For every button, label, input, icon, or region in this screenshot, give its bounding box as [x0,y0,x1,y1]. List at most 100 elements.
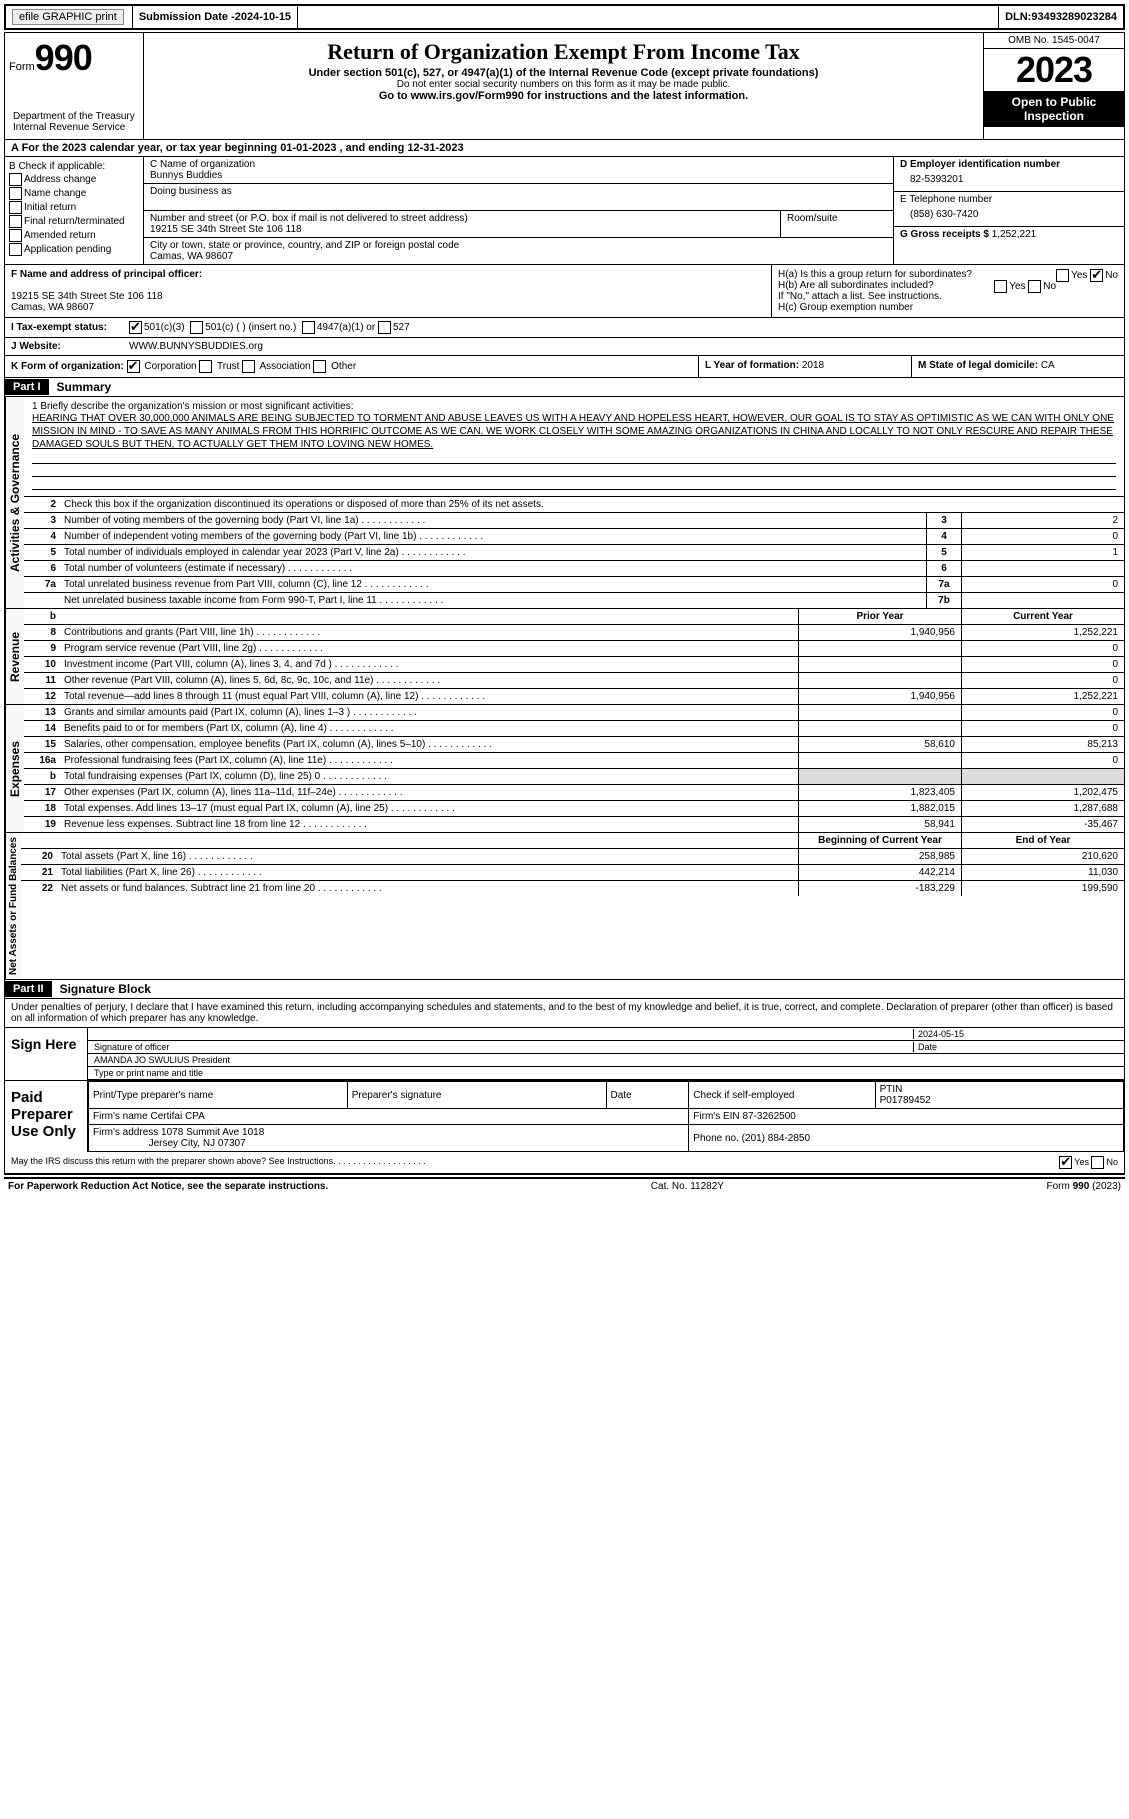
current: -35,467 [961,817,1124,832]
l7b-val [961,593,1124,608]
desc: Other revenue (Part VIII, column (A), li… [60,673,798,688]
ha-no[interactable]: No [1105,270,1118,281]
k-trust: Trust [217,361,239,372]
line-4: 4Number of independent voting members of… [24,529,1124,545]
l5-box: 5 [926,545,961,560]
form-subtitle: Under section 501(c), 527, or 4947(a)(1)… [152,67,975,79]
part2-title: Signature Block [52,980,159,998]
street-lbl: Number and street (or P.O. box if mail i… [150,213,774,224]
prior: 1,940,956 [798,625,961,640]
row-l: L Year of formation: 2018 [699,356,912,377]
firm-phone-val: (201) 884-2850 [742,1133,810,1144]
firm-ein-val: 87-3262500 [742,1111,795,1122]
sig-officer-lbl: Signature of officer [94,1042,913,1052]
ptin-lbl: PTIN [880,1084,903,1095]
prep-right: Print/Type preparer's name Preparer's si… [88,1081,1124,1152]
desc: Grants and similar amounts paid (Part IX… [60,705,798,720]
exp-block: Expenses 13Grants and similar amounts pa… [4,705,1125,833]
footer-mid: Cat. No. 11282Y [651,1181,724,1192]
discuss-no-check[interactable] [1091,1156,1104,1169]
opt-initial-return[interactable]: Initial return [9,201,139,214]
sign-right: 2024-05-15 Signature of officer Date AMA… [88,1028,1124,1080]
line-b: bTotal fundraising expenses (Part IX, co… [24,769,1124,785]
row-j: J Website: WWW.BUNNYSBUDDIES.org [4,338,1125,356]
opt-address-change[interactable]: Address change [9,173,139,186]
line-2: 2 Check this box if the organization dis… [24,497,1124,513]
current: 199,590 [961,881,1124,896]
opt-name-change[interactable]: Name change [9,187,139,200]
discuss-text: May the IRS discuss this return with the… [11,1156,1059,1169]
k-other-check[interactable] [313,360,326,373]
mission-text: HEARING THAT OVER 30,000,000 ANIMALS ARE… [32,412,1116,451]
k-trust-check[interactable] [199,360,212,373]
line-7a: 7aTotal unrelated business revenue from … [24,577,1124,593]
i-lbl: I Tax-exempt status: [11,322,121,333]
exp-vlabel: Expenses [5,705,24,832]
line-19: 19Revenue less expenses. Subtract line 1… [24,817,1124,832]
prior: 58,941 [798,817,961,832]
l7a-val: 0 [961,577,1124,592]
f-addr2: Camas, WA 98607 [11,302,94,313]
sig-date: 2024-05-15 [913,1029,1118,1039]
opt-amended[interactable]: Amended return [9,229,139,242]
desc: Total fundraising expenses (Part IX, col… [60,769,798,784]
part2-header: Part II Signature Block [4,980,1125,999]
col-f: F Name and address of principal officer:… [5,265,772,317]
prior [798,753,961,768]
i-501c-check[interactable] [190,321,203,334]
current: 1,252,221 [961,625,1124,640]
k-other: Other [331,361,356,372]
omb-number: OMB No. 1545-0047 [984,33,1124,49]
sign-here: Sign Here [5,1028,88,1080]
city-box: City or town, state or province, country… [144,238,893,264]
discuss-no: No [1106,1157,1118,1167]
opt-app-pending[interactable]: Application pending [9,243,139,256]
i-501c: 501(c) ( ) (insert no.) [205,322,296,333]
dln-label: DLN: [1005,11,1031,23]
discuss-yes-check[interactable] [1059,1156,1072,1169]
city-val: Camas, WA 98607 [150,251,887,262]
opt-final-return[interactable]: Final return/terminated [9,215,139,228]
i-4947: 4947(a)(1) or [317,322,375,333]
gross-box: G Gross receipts $ 1,252,221 [894,227,1124,242]
hc-row: H(c) Group exemption number [778,302,1118,313]
k-lbl: K Form of organization: [11,361,124,372]
col-d: D Employer identification number 82-5393… [893,157,1124,264]
line-14: 14Benefits paid to or for members (Part … [24,721,1124,737]
row-k: K Form of organization: Corporation Trus… [5,356,699,377]
hb-no[interactable]: No [1043,281,1056,292]
efile-graphic[interactable]: efile GRAPHIC print [12,9,124,25]
desc: Net assets or fund balances. Subtract li… [57,881,798,896]
desc: Total revenue—add lines 8 through 11 (mu… [60,689,798,704]
i-501c3-check[interactable] [129,321,142,334]
current: 0 [961,753,1124,768]
sig-date-lbl: Date [913,1042,1118,1052]
m-val: CA [1041,360,1055,371]
l4-val: 0 [961,529,1124,544]
l4-box: 4 [926,529,961,544]
prior: 1,882,015 [798,801,961,816]
i-527-check[interactable] [378,321,391,334]
line-15: 15Salaries, other compensation, employee… [24,737,1124,753]
org-name: Bunnys Buddies [150,170,887,181]
goto-text: Go to www.irs.gov/Form990 for instructio… [379,90,748,102]
line-17: 17Other expenses (Part IX, column (A), l… [24,785,1124,801]
dln-cell: DLN: 93493289023284 [999,6,1123,28]
gross-val: 1,252,221 [992,229,1037,240]
net-hdr: Beginning of Current Year End of Year [21,833,1124,849]
dept-treasury: Department of the Treasury Internal Reve… [9,109,139,135]
desc: Program service revenue (Part VIII, line… [60,641,798,656]
l3-desc: Number of voting members of the governin… [60,513,926,528]
ein-box: D Employer identification number 82-5393… [894,157,1124,192]
ha-yes[interactable]: Yes [1071,270,1087,281]
current: 0 [961,721,1124,736]
i-4947-check[interactable] [302,321,315,334]
k-assoc-check[interactable] [242,360,255,373]
k-corp-check[interactable] [127,360,140,373]
line-12: 12Total revenue—add lines 8 through 11 (… [24,689,1124,704]
line-18: 18Total expenses. Add lines 13–17 (must … [24,801,1124,817]
l7b-desc: Net unrelated business taxable income fr… [60,593,926,608]
firm-name-cell: Firm's name Certifai CPA [89,1109,689,1125]
l6-val [961,561,1124,576]
hb-yes[interactable]: Yes [1009,281,1025,292]
